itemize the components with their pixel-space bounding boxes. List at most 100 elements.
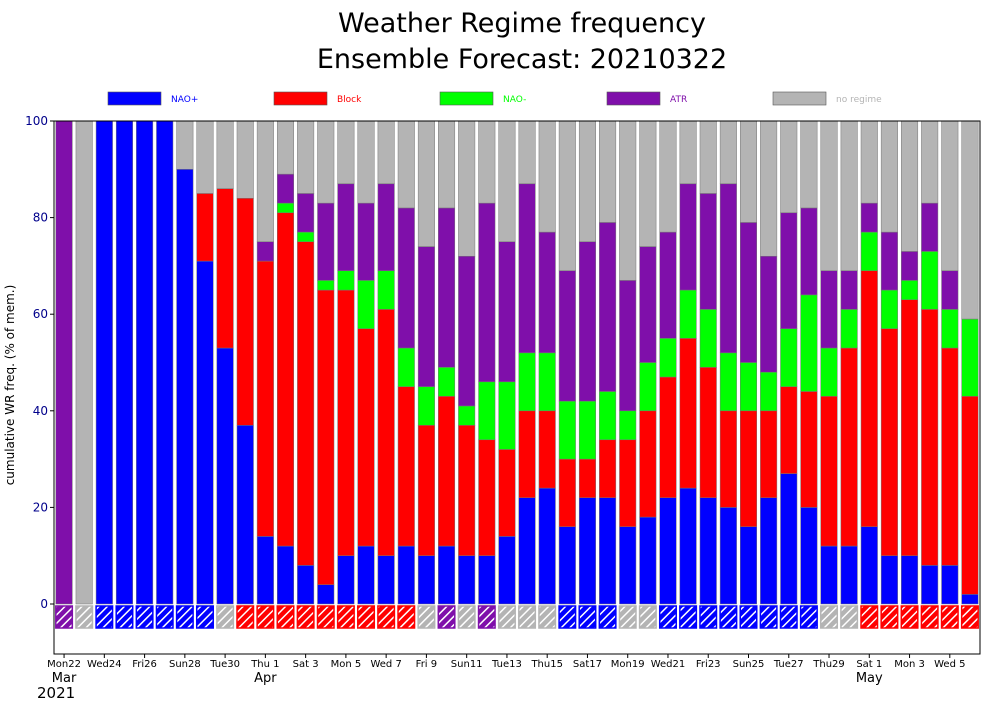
bar-segment-nao- bbox=[961, 318, 979, 397]
bar-segment-no-regime bbox=[337, 120, 355, 185]
x-tick-label: Thu15 bbox=[530, 659, 563, 670]
x-tick-label: Mon19 bbox=[611, 659, 645, 670]
bar-segment-block bbox=[639, 410, 657, 518]
legend-swatch-nao- bbox=[107, 91, 162, 106]
regime-marker bbox=[256, 605, 275, 629]
bar-segment-no-regime bbox=[921, 120, 939, 204]
regime-marker bbox=[477, 605, 496, 629]
bar-segment-block bbox=[840, 347, 858, 547]
legend-swatch-no-regime bbox=[772, 91, 827, 106]
x-axis: Mon22 Wed24 Fri26 Sun28 Tue30 Thu 1 Sat 3 Mon 5… bbox=[47, 654, 965, 686]
bar-segment-atr bbox=[840, 270, 858, 310]
bar-segment-nao- bbox=[699, 309, 717, 368]
bar-segment-no-regime bbox=[840, 120, 858, 271]
bar-segment-atr bbox=[901, 251, 919, 281]
bar-segment-atr bbox=[619, 280, 637, 412]
bar-segment-no-regime bbox=[780, 120, 798, 214]
bar-segment-nao- bbox=[458, 555, 476, 605]
bar-segment-no-regime bbox=[256, 120, 274, 242]
bar-segment-block bbox=[478, 439, 496, 556]
regime-marker bbox=[55, 605, 74, 629]
bar-segment-nao- bbox=[739, 526, 758, 605]
bar-segment-nao- bbox=[236, 425, 254, 605]
bar-segment-atr bbox=[679, 183, 697, 291]
bar-segment-no-regime bbox=[639, 120, 657, 247]
bar-segment-no-regime bbox=[498, 120, 516, 242]
bar-segment-nao- bbox=[377, 555, 395, 605]
bar-segment-nao- bbox=[377, 270, 395, 310]
bar-segment-nao- bbox=[780, 328, 798, 387]
bar-segment-no-regime bbox=[941, 120, 959, 271]
x-tick-label: Wed 5 bbox=[934, 659, 965, 670]
bar-segment-nao- bbox=[820, 347, 838, 397]
bar-segment-nao- bbox=[518, 352, 536, 412]
x-tick-label: Fri23 bbox=[696, 659, 721, 670]
bar-segment-nao- bbox=[438, 367, 456, 397]
bar-segment-no-regime bbox=[739, 120, 758, 223]
bar-segment-no-regime bbox=[578, 120, 596, 242]
x-tick-label: Tue30 bbox=[209, 659, 240, 670]
regime-marker bbox=[296, 605, 315, 629]
regime-marker bbox=[236, 605, 255, 629]
regime-marker bbox=[578, 605, 597, 629]
regime-marker bbox=[216, 605, 235, 629]
bar-segment-no-regime bbox=[176, 120, 194, 170]
bar-segment-nao- bbox=[760, 497, 778, 605]
regime-marker bbox=[719, 605, 738, 629]
regime-marker bbox=[497, 605, 516, 629]
bar-segment-atr bbox=[659, 231, 677, 339]
regime-marker bbox=[799, 605, 818, 629]
regime-marker bbox=[518, 605, 537, 629]
bar-segment-nao- bbox=[619, 526, 637, 605]
regime-marker bbox=[960, 605, 979, 629]
bar-segment-block bbox=[377, 309, 395, 556]
legend-label-no-regime: no regime bbox=[836, 95, 882, 105]
bar-segment-nao- bbox=[337, 555, 355, 605]
bar-segment-nao- bbox=[699, 497, 717, 605]
y-tick-label: 80 bbox=[33, 211, 48, 225]
x-tick-label: Fri 9 bbox=[416, 659, 437, 670]
bar-segment-atr bbox=[860, 202, 878, 233]
regime-marker bbox=[195, 605, 214, 629]
bar-segment-nao- bbox=[417, 555, 435, 605]
bar-segment-nao- bbox=[739, 362, 758, 412]
month-label: Apr bbox=[254, 671, 277, 686]
bar-segment-block bbox=[337, 289, 355, 556]
bar-segment-nao- bbox=[840, 309, 858, 349]
bar-segment-nao- bbox=[317, 280, 335, 291]
regime-marker bbox=[75, 605, 94, 629]
regime-marker bbox=[558, 605, 577, 629]
bar-segment-nao- bbox=[558, 400, 576, 460]
bar-segment-nao- bbox=[800, 507, 818, 605]
bar-segment-no-regime bbox=[880, 120, 898, 233]
bar-segment-no-regime bbox=[417, 120, 435, 247]
bar-segment-atr bbox=[780, 212, 798, 329]
bar-segment-no-regime bbox=[679, 120, 697, 185]
bar-segment-block bbox=[941, 347, 959, 566]
regime-markers bbox=[55, 605, 979, 629]
bar-segment-atr bbox=[438, 207, 456, 368]
y-tick-label: 100 bbox=[25, 114, 48, 128]
bar-segment-block bbox=[538, 410, 556, 489]
bar-segment-block bbox=[458, 425, 476, 556]
bar-segment-nao- bbox=[478, 381, 496, 441]
bar-segment-block bbox=[719, 410, 737, 508]
bar-segment-nao- bbox=[860, 526, 878, 605]
bar-segment-block bbox=[357, 328, 375, 547]
bar-segment-atr bbox=[719, 183, 737, 354]
bar-segment-nao- bbox=[357, 545, 375, 605]
bar-segment-block bbox=[578, 458, 596, 498]
x-tick-label: Fri26 bbox=[132, 659, 157, 670]
bar-segment-atr bbox=[558, 270, 576, 402]
bar-segment-no-regime bbox=[276, 120, 295, 175]
bars bbox=[55, 120, 979, 605]
bar-segment-nao- bbox=[961, 594, 979, 605]
bar-segment-no-regime bbox=[458, 120, 476, 257]
bar-segment-nao- bbox=[800, 294, 818, 392]
bar-segment-block bbox=[558, 458, 576, 527]
bar-segment-nao- bbox=[136, 120, 154, 605]
x-tick-label: Mon 3 bbox=[894, 659, 925, 670]
bar-segment-nao- bbox=[880, 555, 898, 605]
regime-marker bbox=[175, 605, 194, 629]
bar-segment-no-regime bbox=[518, 120, 536, 185]
